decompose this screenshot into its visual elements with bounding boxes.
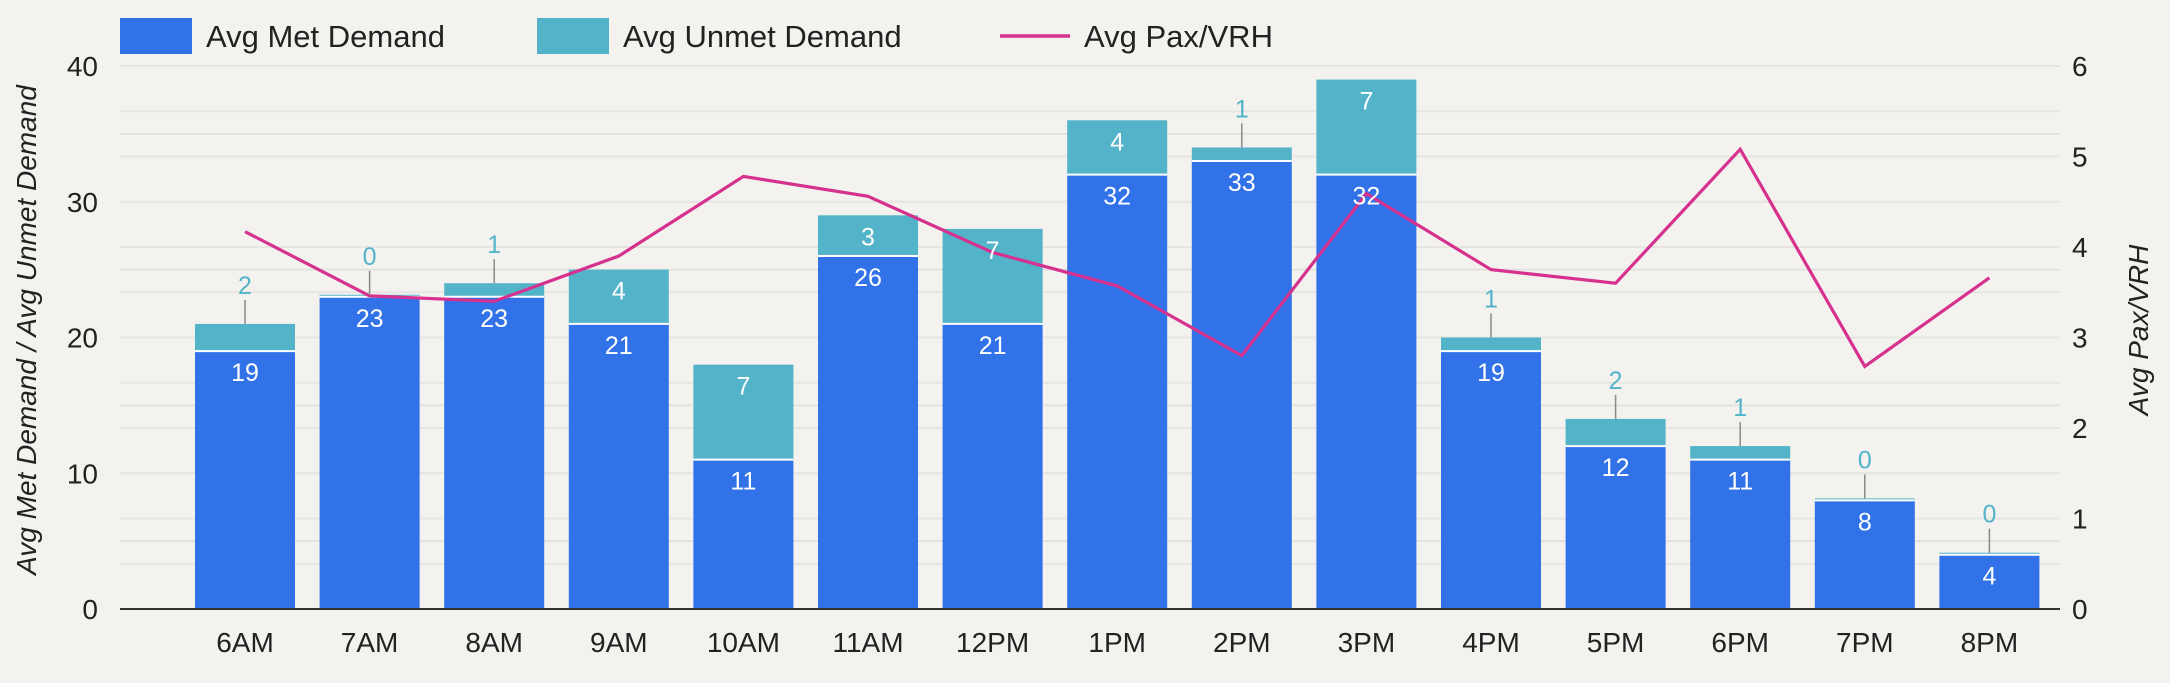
bar-met-12PM <box>943 324 1043 609</box>
bar-met-7AM <box>320 297 420 609</box>
y-tick-label: 30 <box>67 187 98 218</box>
legend-label-unmet: Avg Unmet Demand <box>623 19 902 54</box>
legend-swatch-unmet <box>537 18 609 54</box>
label-met-3PM: 32 <box>1352 183 1380 211</box>
x-tick-label: 10AM <box>707 627 780 658</box>
y2-tick-label: 3 <box>2072 323 2088 354</box>
label-met-12PM: 21 <box>979 332 1007 360</box>
label-met-6AM: 19 <box>231 359 259 387</box>
y-axis-title: Avg Met Demand / Avg Unmet Demand <box>11 84 42 577</box>
label-unmet-6AM: 2 <box>238 272 252 300</box>
x-tick-label: 6PM <box>1711 627 1769 658</box>
x-tick-label: 8AM <box>465 627 523 658</box>
label-unmet-7AM: 0 <box>363 243 377 271</box>
bar-met-9AM <box>569 324 669 609</box>
bar-met-1PM <box>1067 175 1167 609</box>
label-unmet-2PM: 1 <box>1235 95 1249 123</box>
legend-label-line: Avg Pax/VRH <box>1084 19 1273 54</box>
label-met-7AM: 23 <box>356 305 384 333</box>
y2-tick-label: 1 <box>2072 504 2088 535</box>
label-met-1PM: 32 <box>1103 183 1131 211</box>
legend-swatch-met <box>120 18 192 54</box>
bar-met-2PM <box>1192 161 1292 609</box>
x-tick-label: 3PM <box>1338 627 1396 658</box>
legend: Avg Met Demand Avg Unmet Demand Avg Pax/VR… <box>120 18 1273 54</box>
label-unmet-1PM: 4 <box>1110 128 1124 156</box>
label-unmet-6PM: 1 <box>1733 394 1747 422</box>
bar-met-4PM <box>1441 351 1541 609</box>
legend-label-met: Avg Met Demand <box>206 19 445 54</box>
bar-unmet-6PM <box>1690 446 1790 460</box>
bar-unmet-5PM <box>1566 419 1666 446</box>
x-tick-label: 11AM <box>832 627 903 658</box>
label-unmet-8PM: 0 <box>1982 501 1996 529</box>
x-tick-label: 7PM <box>1836 627 1894 658</box>
label-unmet-4PM: 1 <box>1484 286 1498 314</box>
bar-met-6AM <box>195 351 295 609</box>
label-unmet-9AM: 4 <box>612 278 626 306</box>
y2-tick-label: 0 <box>2072 594 2088 625</box>
label-met-7PM: 8 <box>1858 508 1872 536</box>
x-tick-label: 4PM <box>1462 627 1520 658</box>
x-tick-label: 12PM <box>956 627 1029 658</box>
y-tick-label: 20 <box>67 323 98 354</box>
x-tick-label: 8PM <box>1961 627 2019 658</box>
bar-met-11AM <box>818 256 918 609</box>
y2-axis-title: Avg Pax/VRH <box>2123 244 2154 417</box>
bars <box>195 80 2039 609</box>
label-met-9AM: 21 <box>605 332 633 360</box>
label-unmet-8AM: 1 <box>487 231 501 259</box>
x-tick-label: 6AM <box>216 627 274 658</box>
y2-tick-label: 2 <box>2072 413 2088 444</box>
label-unmet-11AM: 3 <box>861 223 875 251</box>
x-tick-label: 9AM <box>590 627 648 658</box>
bar-unmet-4PM <box>1441 338 1541 352</box>
bar-met-8AM <box>444 297 544 609</box>
label-met-8PM: 4 <box>1982 563 1996 591</box>
y2-tick-label: 4 <box>2072 232 2088 263</box>
x-tick-label: 5PM <box>1587 627 1645 658</box>
label-met-10AM: 11 <box>730 468 756 496</box>
label-met-6PM: 11 <box>1727 468 1753 496</box>
label-met-4PM: 19 <box>1477 359 1505 387</box>
y-tick-label: 40 <box>67 51 98 82</box>
label-unmet-3PM: 7 <box>1359 88 1373 116</box>
y-tick-label: 10 <box>67 458 98 489</box>
label-met-11AM: 26 <box>854 264 882 292</box>
label-unmet-7PM: 0 <box>1858 446 1872 474</box>
y-tick-label: 0 <box>82 594 98 625</box>
label-unmet-10AM: 7 <box>736 373 750 401</box>
y2-tick-label: 6 <box>2072 51 2088 82</box>
label-met-5PM: 12 <box>1602 454 1630 482</box>
label-unmet-12PM: 7 <box>986 237 1000 265</box>
label-met-2PM: 33 <box>1228 169 1256 197</box>
y2-tick-label: 5 <box>2072 142 2088 173</box>
bar-unmet-2PM <box>1192 147 1292 161</box>
bar-unmet-6AM <box>195 324 295 351</box>
x-tick-label: 2PM <box>1213 627 1271 658</box>
x-tick-label: 7AM <box>341 627 399 658</box>
x-tick-label: 1PM <box>1088 627 1146 658</box>
label-met-8AM: 23 <box>480 305 508 333</box>
label-unmet-5PM: 2 <box>1609 367 1623 395</box>
